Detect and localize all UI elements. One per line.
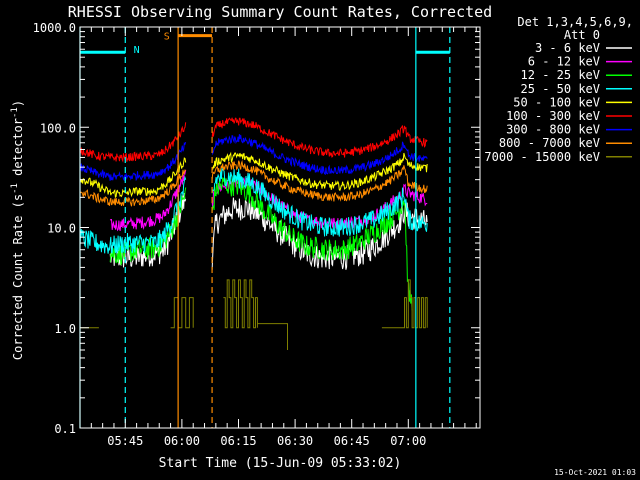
series-line-segment	[79, 122, 187, 163]
series-layer	[79, 117, 428, 350]
x-tick-label: 06:45	[334, 434, 370, 448]
series-6	[79, 134, 428, 182]
series-line-segment	[381, 279, 428, 329]
series-line-segment	[79, 141, 187, 182]
x-tick-label: 05:45	[107, 434, 143, 448]
legend-label: 300 - 800 keV	[506, 123, 600, 137]
series-3	[79, 168, 428, 254]
legend-label: 25 - 50 keV	[521, 82, 600, 96]
legend-label: 3 - 6 keV	[535, 41, 600, 55]
x-tick-label: 06:30	[277, 434, 313, 448]
series-line-segment	[79, 175, 187, 254]
series-7	[79, 159, 428, 207]
flag-label: S	[164, 32, 170, 43]
series-8	[80, 279, 428, 350]
legend-label: 6 - 12 keV	[528, 55, 600, 69]
x-axis-label: Start Time (15-Jun-09 05:33:02)	[159, 456, 402, 471]
series-line-segment	[211, 134, 428, 176]
series-line-segment	[211, 117, 428, 158]
series-line-segment	[211, 175, 413, 311]
series-line-segment	[170, 297, 194, 329]
legend-header-line1: Det 1,3,4,5,6,9,	[517, 15, 633, 29]
y-tick-label: 1000.0	[33, 21, 76, 35]
chart-title: RHESSI Observing Summary Count Rates, Co…	[68, 3, 492, 21]
legend-label: 7000 - 15000 keV	[484, 150, 600, 164]
footer-timestamp: 15-Oct-2021 01:03	[554, 468, 636, 477]
flag-label: N	[134, 45, 140, 56]
y-tick-label: 0.1	[54, 422, 76, 436]
x-axis-ticks: 05:45 06:00 06:15 06:30 06:45 07:00	[79, 27, 477, 448]
series-line-segment	[211, 151, 428, 192]
legend-header-line2: Att 0	[564, 28, 600, 42]
y-tick-label: 1.0	[54, 322, 76, 336]
y-tick-label: 10.0	[47, 222, 76, 236]
legend-label: 100 - 300 keV	[506, 109, 600, 123]
series-line-segment	[211, 197, 428, 271]
series-line-segment	[211, 168, 428, 237]
series-line-segment	[79, 169, 187, 207]
x-tick-label: 06:15	[220, 434, 256, 448]
series-4	[79, 151, 428, 199]
series-line-segment	[211, 159, 428, 202]
x-tick-label: 07:00	[390, 434, 426, 448]
y-axis-ticks: 1000.0 100.0 10.0 1.0 0.1	[33, 21, 480, 436]
x-tick-label: 06:00	[164, 434, 200, 448]
legend-label: 12 - 25 keV	[521, 68, 600, 82]
series-line-segment	[223, 279, 258, 329]
y-axis-label: Corrected Count Rate (s-1 detector-1)	[10, 100, 25, 360]
y-tick-label: 100.0	[40, 121, 76, 135]
series-5	[79, 117, 428, 163]
series-line-segment	[257, 323, 288, 350]
series-line-segment	[79, 157, 187, 199]
legend-label: 800 - 7000 keV	[499, 136, 600, 150]
legend-label: 50 - 100 keV	[513, 95, 600, 109]
series-line-segment	[109, 169, 187, 232]
